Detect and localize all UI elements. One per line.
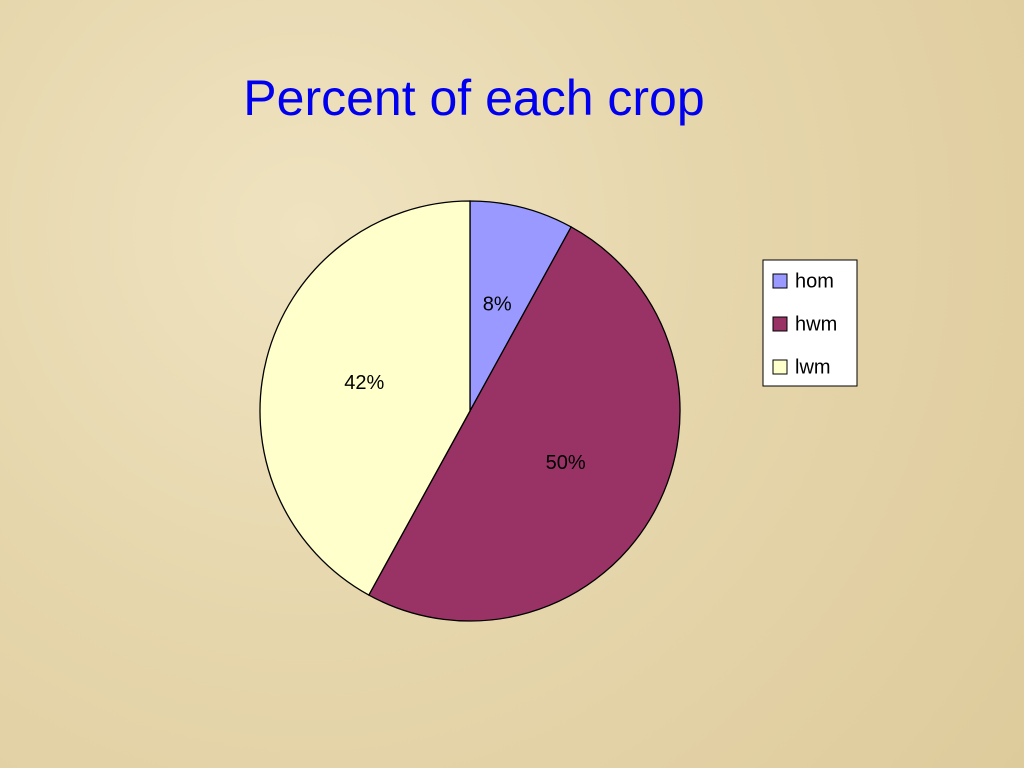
legend-label: hwm — [795, 313, 837, 335]
pie: 8% 50% 42% — [259, 200, 681, 622]
legend: hom hwm lwm — [772, 270, 837, 378]
pie-slice — [469, 200, 573, 412]
data-label: 8% — [483, 294, 512, 316]
legend-swatch — [772, 359, 788, 375]
legend-label: lwm — [795, 356, 831, 378]
legend-label: hom — [795, 270, 834, 292]
pie-slice — [259, 200, 471, 596]
pie-slice — [367, 226, 681, 622]
chart-title: Percent of each crop — [243, 70, 704, 126]
legend-swatch — [772, 273, 788, 289]
data-label: 42% — [344, 372, 384, 394]
data-label: 50% — [546, 452, 586, 474]
legend-swatch — [772, 316, 788, 332]
